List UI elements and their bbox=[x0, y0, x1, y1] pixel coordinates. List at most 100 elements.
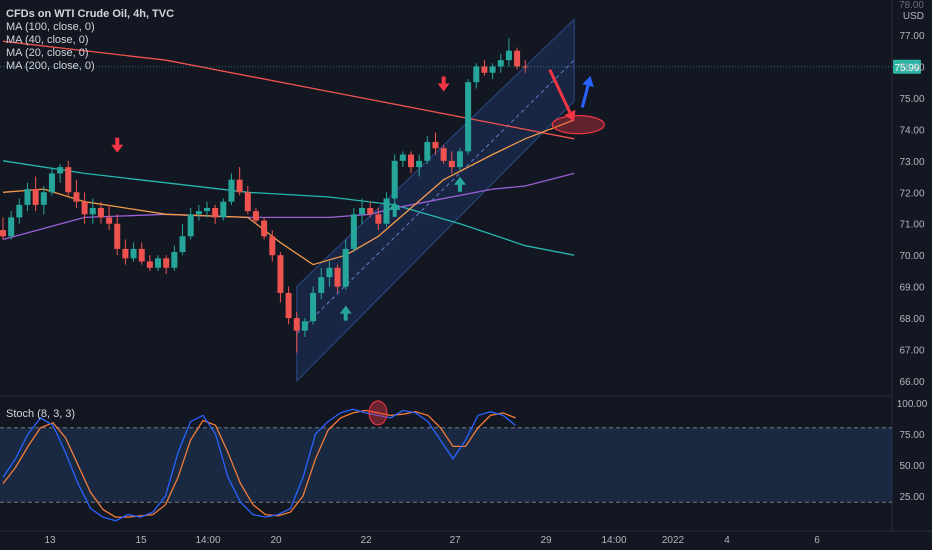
stoch-tick-label: 50.00 bbox=[899, 461, 924, 472]
candle bbox=[481, 60, 488, 76]
forecast-up-arrow-icon-shaft bbox=[580, 85, 590, 108]
candle-body bbox=[350, 214, 357, 249]
candle-body bbox=[8, 217, 15, 237]
ma20-label[interactable]: MA (20, close, 0) bbox=[6, 47, 89, 59]
candle-body bbox=[130, 248, 137, 259]
candle-body bbox=[187, 214, 194, 237]
price-badge bbox=[893, 59, 921, 74]
candle bbox=[171, 245, 178, 271]
time-tick-label: 6 bbox=[814, 535, 820, 546]
candle bbox=[432, 132, 439, 155]
candle bbox=[318, 267, 325, 300]
candle-body bbox=[342, 248, 349, 287]
candle bbox=[448, 151, 455, 174]
time-tick-label: 15 bbox=[135, 535, 147, 546]
candle bbox=[57, 163, 64, 183]
candle-body bbox=[122, 248, 129, 259]
candle bbox=[456, 148, 463, 171]
stoch-k-line bbox=[2, 408, 516, 522]
candle bbox=[8, 211, 15, 240]
price-tick-label: 76.00 bbox=[899, 62, 924, 73]
price-tick-label: 69.00 bbox=[899, 283, 924, 294]
candle-body bbox=[326, 267, 333, 278]
candle-body bbox=[514, 50, 521, 67]
stoch-band bbox=[0, 427, 892, 503]
candle bbox=[310, 286, 317, 325]
ma100-label[interactable]: MA (100, close, 0) bbox=[6, 21, 95, 33]
candle bbox=[65, 160, 72, 196]
candle bbox=[130, 242, 137, 262]
candle-body bbox=[0, 230, 6, 237]
candle bbox=[32, 176, 39, 212]
candle bbox=[350, 208, 357, 253]
time-tick-label: 20 bbox=[270, 535, 282, 546]
candle-body bbox=[204, 208, 210, 212]
candle-body bbox=[505, 50, 512, 61]
stoch-label[interactable]: Stoch (8, 3, 3) bbox=[6, 408, 76, 420]
down-arrow-icon bbox=[111, 137, 124, 153]
candle-body bbox=[481, 66, 488, 73]
candle-body bbox=[293, 318, 300, 331]
candle bbox=[204, 201, 210, 218]
forecast-up-arrow-icon-head bbox=[582, 75, 594, 88]
annotations[interactable]: 75.99 bbox=[0, 59, 921, 321]
candle bbox=[195, 204, 202, 221]
currency-label: USD bbox=[902, 11, 924, 22]
forecast-down-arrow-icon bbox=[548, 68, 576, 122]
time-tick-label: 29 bbox=[540, 535, 552, 546]
candle bbox=[122, 239, 129, 265]
candle bbox=[179, 223, 186, 256]
candle-body bbox=[16, 204, 23, 218]
time-tick-label: 2022 bbox=[662, 535, 685, 546]
candle-body bbox=[32, 189, 39, 205]
stochastic-pane bbox=[0, 400, 892, 522]
candle-body bbox=[408, 154, 414, 168]
candle bbox=[163, 255, 170, 275]
time-tick-label: 4 bbox=[724, 535, 730, 546]
price-tick-label: 77.00 bbox=[899, 31, 924, 42]
moving-averages bbox=[2, 40, 575, 266]
chart-legend: CFDs on WTI Crude Oil, 4h, TVC MA (100, … bbox=[6, 8, 174, 73]
candle-body bbox=[40, 192, 47, 205]
candle bbox=[187, 208, 194, 240]
candle-body bbox=[269, 236, 276, 256]
candle bbox=[440, 145, 447, 164]
candle-body bbox=[146, 261, 153, 268]
candle-body bbox=[391, 160, 398, 199]
candle bbox=[367, 201, 374, 218]
candle-body bbox=[236, 179, 243, 193]
candle-body bbox=[155, 258, 162, 268]
candle-body bbox=[367, 208, 374, 215]
candle bbox=[269, 230, 276, 262]
candle bbox=[24, 182, 31, 212]
ma200-label[interactable]: MA (200, close, 0) bbox=[6, 60, 95, 72]
candle-body bbox=[179, 236, 186, 253]
candles bbox=[0, 38, 529, 353]
ma40-label[interactable]: MA (40, close, 0) bbox=[6, 34, 89, 46]
forecast-up-arrow-icon bbox=[580, 75, 594, 108]
candle-body bbox=[24, 189, 31, 205]
candle bbox=[40, 185, 47, 215]
candle bbox=[16, 198, 23, 224]
stoch-tick-label: 75.00 bbox=[899, 430, 924, 441]
price-tick-label: 70.00 bbox=[899, 251, 924, 262]
time-tick-label: 14:00 bbox=[195, 535, 220, 546]
candle-body bbox=[261, 220, 268, 237]
stoch-ellipse bbox=[368, 400, 388, 426]
time-tick-label: 13 bbox=[44, 535, 56, 546]
candle-body bbox=[497, 60, 504, 67]
candle bbox=[236, 167, 243, 196]
candle bbox=[416, 154, 423, 177]
symbol-title[interactable]: CFDs on WTI Crude Oil, 4h, TVC bbox=[6, 8, 175, 20]
candle bbox=[408, 151, 414, 174]
candle bbox=[89, 198, 96, 224]
time-tick-label: 14:00 bbox=[601, 535, 626, 546]
price-badge-text: 75.99 bbox=[894, 63, 919, 74]
candle-body bbox=[375, 214, 382, 224]
candle-body bbox=[48, 173, 55, 193]
candle-body bbox=[489, 66, 496, 73]
candle-body bbox=[195, 211, 202, 215]
candle bbox=[97, 201, 104, 224]
top-partial-tick: 78.00 bbox=[898, 0, 924, 11]
